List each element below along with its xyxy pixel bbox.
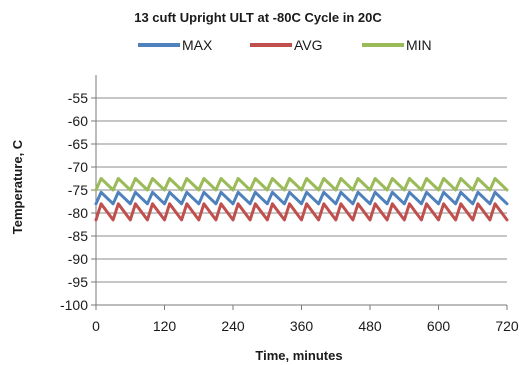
y-axis-ticks: -55 -60 -65 -70 -75 -80 -85 -90 -95 -100 (60, 90, 96, 313)
grid (96, 97, 507, 283)
series-line-avg (94, 202, 509, 222)
x-tick-label: 120 (153, 318, 177, 334)
y-tick-label: -60 (68, 113, 88, 129)
legend-label-max: MAX (182, 37, 213, 53)
series-group (94, 177, 509, 222)
chart-title: 13 cuft Upright ULT at -80C Cycle in 20C (134, 10, 382, 25)
legend-label-avg: AVG (294, 37, 323, 53)
x-tick-label: 240 (221, 318, 245, 334)
x-tick-label: 600 (427, 318, 451, 334)
x-axis-ticks: 0 120 240 360 480 600 720 (92, 305, 519, 334)
series-line-max (94, 190, 509, 206)
y-tick-label: -55 (68, 90, 88, 106)
y-tick-label: -70 (68, 159, 88, 175)
x-tick-label: 480 (358, 318, 382, 334)
y-tick-label: -65 (68, 136, 88, 152)
x-tick-label: 360 (290, 318, 314, 334)
x-tick-label: 0 (92, 318, 100, 334)
y-tick-label: -95 (68, 274, 88, 290)
x-tick-label: 720 (495, 318, 519, 334)
y-tick-label: -85 (68, 228, 88, 244)
legend: MAX AVG MIN (138, 37, 432, 53)
y-axis-title: Temperature, C (10, 139, 25, 234)
y-tick-label: -75 (68, 182, 88, 198)
y-tick-label: -90 (68, 251, 88, 267)
y-tick-label: -80 (68, 205, 88, 221)
legend-label-min: MIN (406, 37, 432, 53)
series-line-min (94, 177, 509, 192)
x-axis-title: Time, minutes (255, 348, 342, 363)
y-tick-label: -100 (60, 297, 88, 313)
